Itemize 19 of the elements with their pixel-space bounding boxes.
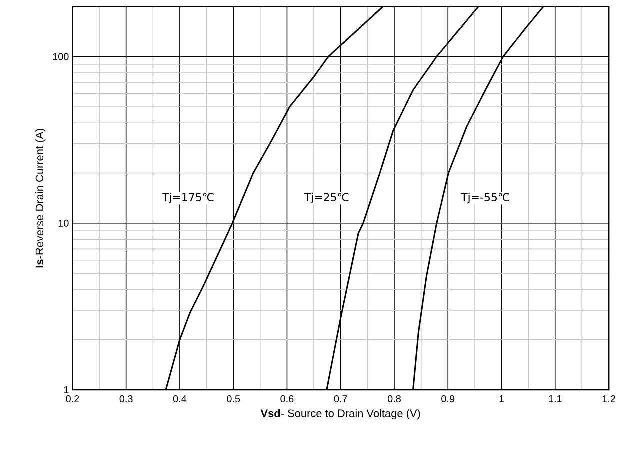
x-tick-label: 0.4 — [173, 396, 187, 403]
x-tick-label: 1.1 — [549, 396, 562, 402]
series-label: Tj=-55℃ — [461, 193, 510, 204]
y-tick-label: 10 — [58, 220, 69, 227]
x-tick-label: 0.2 — [66, 396, 80, 403]
x-tick-label: 0.8 — [388, 396, 401, 403]
y-tick-label: 100 — [53, 53, 69, 60]
x-tick-label: 0.6 — [280, 396, 294, 403]
x-tick-label: 0.5 — [227, 396, 240, 403]
x-tick-label: 0.7 — [334, 396, 348, 403]
series-label: Tj=25℃ — [304, 193, 349, 204]
x-tick-label: 1 — [500, 396, 504, 402]
x-tick-label: 0.3 — [120, 396, 133, 403]
y-tick-label: 1 — [64, 386, 69, 394]
text: Tj=175℃ — [162, 193, 214, 204]
x-tick-label: 1.2 — [602, 396, 616, 402]
y-axis-title: Is-Reverse Drain Current (A) — [36, 129, 46, 268]
x-tick-label: 0.9 — [442, 396, 455, 403]
x-axis-title: Vsd- Source to Drain Voltage (V) — [260, 409, 420, 420]
